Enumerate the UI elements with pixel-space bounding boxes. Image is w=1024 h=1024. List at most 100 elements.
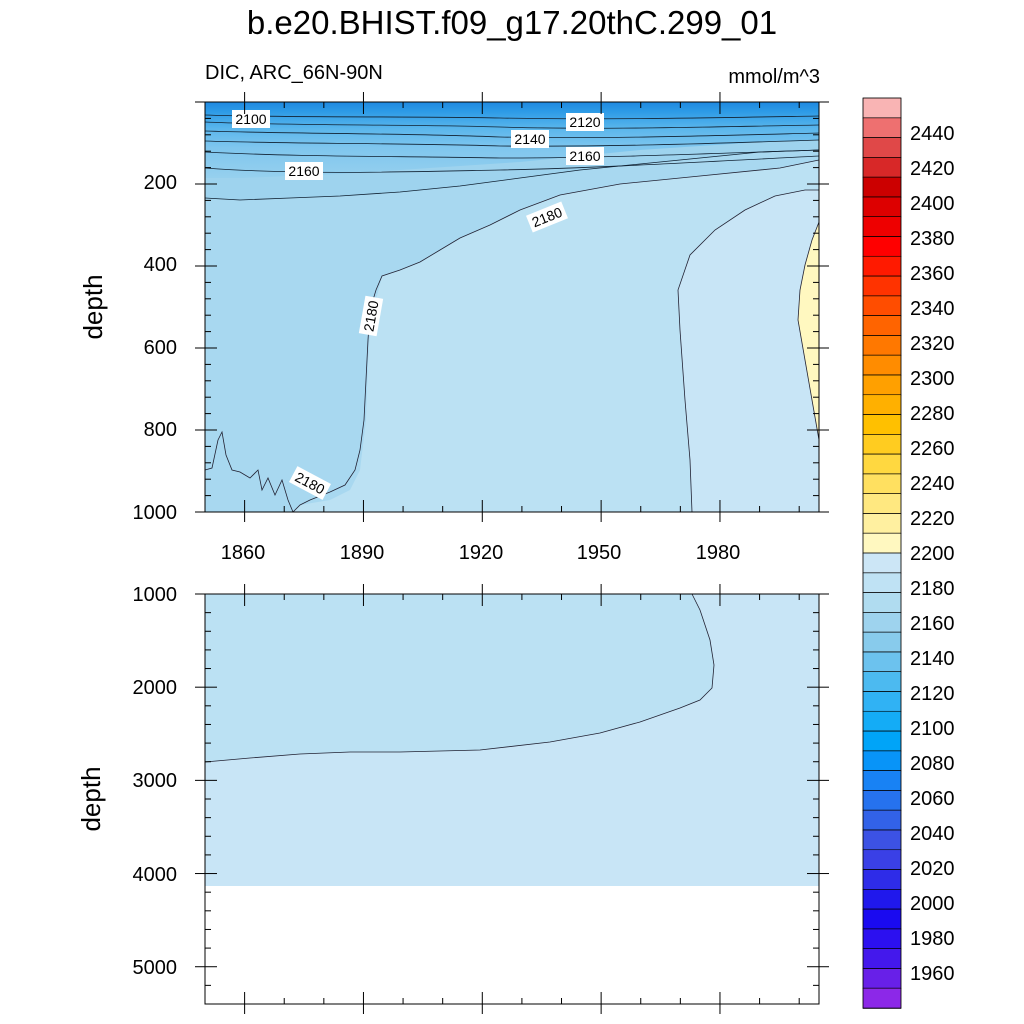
contour-line-upper [204, 139, 820, 147]
colorbar-swatch [862, 255, 902, 277]
colorbar-swatch [862, 473, 902, 495]
upper-panel-frame [204, 101, 820, 513]
lower-y-tick-label: 5000 [133, 957, 178, 979]
colorbar-swatch [862, 493, 902, 515]
contour-label: 2100 [235, 111, 266, 127]
lower-y-tick-label: 1000 [133, 584, 178, 606]
colorbar-swatch [862, 790, 902, 811]
upper-y-tick-label: 1000 [133, 502, 178, 524]
colorbar-label: 2320 [910, 333, 955, 355]
lower-y-tick-label: 2000 [133, 677, 178, 699]
contour-label-box: 2100 [232, 110, 270, 128]
contour-line-upper [204, 130, 820, 139]
colorbar-label: 2260 [910, 438, 955, 460]
upper-y-tick-label: 400 [144, 254, 177, 276]
colorbar-label: 2400 [910, 193, 955, 215]
colorbar-label: 2080 [910, 753, 955, 775]
colorbar-swatch [862, 770, 902, 792]
colorbar-swatch [862, 532, 902, 554]
colorbar-label: 2360 [910, 263, 955, 285]
upper-tick-marks [195, 92, 829, 522]
colorbar-label: 2280 [910, 403, 955, 425]
lower-tick-marks [195, 584, 829, 1014]
colorbar-swatch [862, 809, 902, 831]
lower-y-axis-title: depth [76, 766, 106, 831]
contour-label-box: 2160 [566, 147, 604, 165]
colorbar-swatch [862, 295, 902, 317]
colorbar-label: 2140 [910, 648, 955, 670]
colorbar-swatch [862, 612, 902, 633]
colorbar-label: 2220 [910, 508, 955, 530]
colorbar-swatch [862, 275, 902, 297]
upper-band-2190 [678, 190, 819, 512]
colorbar-swatch [862, 948, 902, 970]
colorbar-swatch [862, 710, 902, 732]
colorbar-label: 2300 [910, 368, 955, 390]
colorbar-label: 2040 [910, 823, 955, 845]
colorbar-swatch [862, 908, 902, 930]
colorbar-label: 2420 [910, 158, 955, 180]
colorbar-swatch [862, 829, 902, 851]
contour-line-upper [204, 149, 820, 201]
colorbar-label: 2380 [910, 228, 955, 250]
colorbar-swatch [862, 196, 902, 218]
colorbar-swatch [862, 730, 902, 752]
colorbar-swatch [862, 849, 902, 871]
colorbar-swatch [862, 414, 902, 436]
lower-y-tick-label: 3000 [133, 770, 178, 792]
colorbar-swatch [862, 374, 902, 396]
colorbar-swatch [862, 315, 902, 337]
contour-line-2200-upper [797, 221, 820, 441]
colorbar-swatch [862, 631, 902, 653]
lower-band-2170 [205, 594, 714, 762]
lower-panel [195, 584, 829, 1014]
colorbar-swatch [862, 869, 902, 891]
colorbar-swatch [862, 651, 902, 673]
colorbar-swatch [862, 889, 902, 910]
colorbar-swatch [862, 671, 902, 693]
colorbar-label: 1960 [910, 963, 955, 985]
colorbar-swatch [862, 176, 902, 198]
upper-y-tick-label: 800 [144, 419, 177, 441]
colorbar-label: 2440 [910, 123, 955, 145]
chart-title: b.e20.BHIST.f09_g17.20thC.299_01 [246, 4, 778, 41]
upper-y-tick-label: 200 [144, 172, 177, 194]
colorbar-swatch [862, 987, 902, 1009]
colorbar-label: 2060 [910, 788, 955, 810]
x-tick-label: 1860 [221, 542, 266, 564]
contour-label-box: 2160 [285, 162, 323, 180]
colorbar-swatch [862, 117, 902, 139]
colorbar-swatch [862, 97, 902, 119]
contour-line-upper [204, 121, 820, 129]
upper-band-2200 [798, 222, 819, 440]
contour-label: 2140 [514, 131, 545, 147]
upper-y-tick-label: 600 [144, 337, 177, 359]
colorbar-swatch [862, 236, 902, 258]
contour-line-upper [204, 114, 820, 120]
contour-line-upper [204, 149, 820, 159]
contour-label: 2120 [569, 114, 600, 130]
colorbar-swatch [862, 750, 902, 772]
colorbar-swatch [862, 572, 902, 594]
colorbar-swatch [862, 137, 902, 159]
contour-label-box: 2120 [566, 113, 604, 131]
x-tick-label: 1950 [577, 542, 622, 564]
upper-band-2170 [205, 102, 819, 512]
colorbar-label: 2120 [910, 683, 955, 705]
colorbar-swatch [862, 513, 902, 535]
contour-label-box: 2140 [511, 130, 549, 148]
lower-y-tick-label: 4000 [133, 864, 178, 886]
x-tick-label: 1980 [696, 542, 741, 564]
contour-line-2180-upper [204, 159, 820, 513]
colorbar-swatch [862, 691, 902, 713]
colorbar-swatch [862, 354, 902, 376]
colorbar-swatch [862, 968, 902, 990]
colorbar-swatch [862, 552, 902, 574]
x-tick-label: 1890 [340, 542, 385, 564]
colorbar-label: 2160 [910, 613, 955, 635]
colorbar-label: 2180 [910, 578, 955, 600]
colorbar-label: 2340 [910, 298, 955, 320]
colorbar-swatch [862, 157, 902, 178]
contour-label: 2160 [288, 163, 319, 179]
